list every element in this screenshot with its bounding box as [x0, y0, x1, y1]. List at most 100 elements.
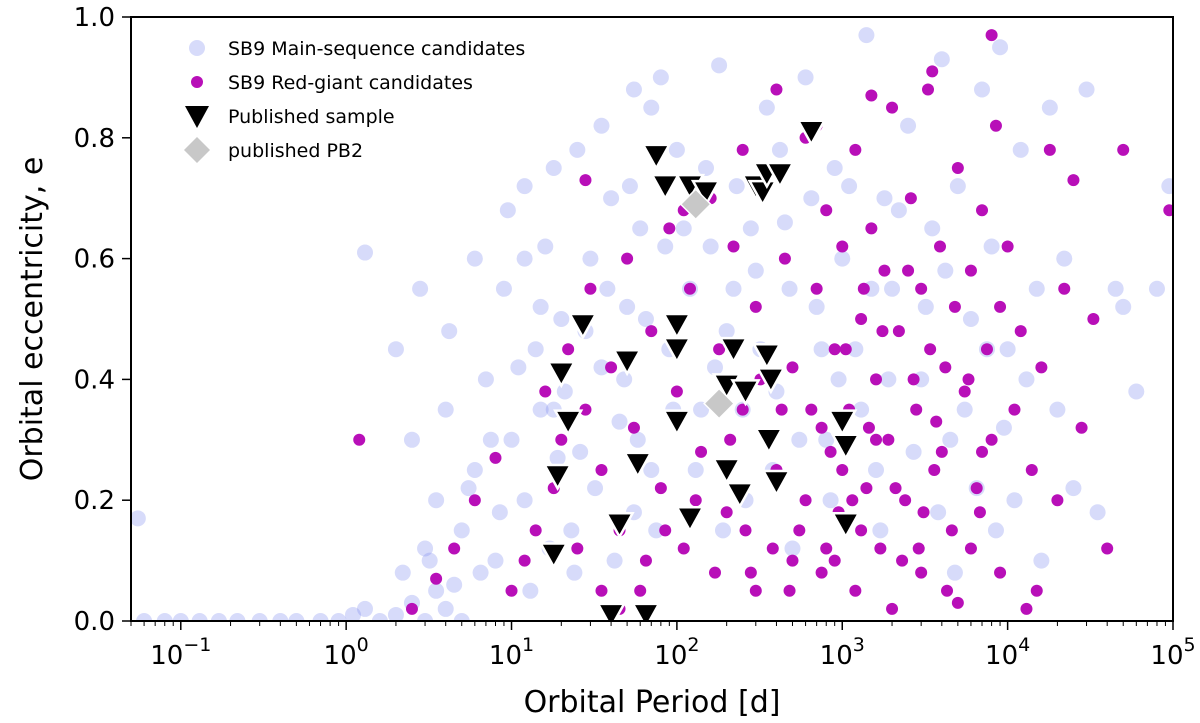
series-0-point	[417, 540, 434, 557]
series-0-point	[131, 510, 146, 527]
series-1-point	[724, 433, 737, 446]
series-1-point	[766, 542, 779, 555]
series-2-point	[542, 463, 573, 491]
series-0-point	[272, 613, 289, 621]
series-0-point	[718, 323, 735, 340]
series-1-point	[973, 506, 986, 519]
series-1-point	[1020, 602, 1033, 615]
legend-marker	[185, 106, 209, 128]
series-1-point	[870, 373, 883, 386]
series-2-point	[751, 342, 782, 371]
series-1-point	[902, 264, 915, 277]
series-1-point	[874, 542, 887, 555]
series-1-point	[749, 300, 762, 313]
series-0-point	[394, 564, 411, 581]
series-2-point	[661, 312, 693, 340]
legend-marker	[191, 76, 203, 88]
series-1-point	[799, 494, 812, 507]
series-2-point	[755, 367, 786, 395]
series-0-point	[417, 613, 434, 621]
series-0-point	[758, 99, 775, 116]
series-0-point	[1161, 178, 1173, 195]
y-tick-label: 1.0	[74, 3, 115, 33]
series-2-point	[641, 143, 672, 171]
series-0-point	[1107, 280, 1124, 297]
series-0-point	[632, 220, 649, 237]
series-1-point	[539, 385, 552, 398]
series-1-point	[571, 542, 584, 555]
series-0-point	[693, 401, 710, 418]
series-0-point	[537, 238, 554, 255]
series-0-point	[876, 190, 893, 207]
series-0-point	[808, 298, 825, 315]
series-1-point	[970, 482, 983, 495]
series-0-point	[599, 280, 616, 297]
series-0-point	[830, 371, 847, 388]
series-1-point	[405, 602, 418, 615]
series-0-point	[387, 341, 404, 358]
x-tick-label: 100	[324, 634, 369, 671]
series-0-point	[572, 443, 589, 460]
series-0-point	[946, 564, 963, 581]
series-0-point	[566, 564, 583, 581]
x-tick-label: 104	[985, 634, 1030, 671]
series-0-point	[466, 250, 483, 267]
series-1-point	[1087, 313, 1100, 325]
series-1-point	[448, 542, 461, 555]
series-0-point	[847, 341, 864, 358]
series-0-point	[742, 220, 759, 237]
series-1-point	[670, 385, 683, 398]
series-1-point	[915, 566, 928, 579]
series-1-point	[505, 584, 518, 597]
series-1-point	[663, 222, 676, 235]
series-0-point	[949, 178, 966, 195]
series-0-point	[853, 401, 870, 418]
series-1-point	[958, 385, 971, 398]
series-1-point	[770, 83, 783, 96]
series-0-point	[446, 576, 463, 593]
series-1-point	[828, 343, 841, 356]
x-tick-label: 101	[489, 634, 534, 671]
series-1-point	[896, 554, 909, 567]
series-1-point	[805, 403, 818, 416]
series-0-point	[657, 238, 674, 255]
series-0-point	[933, 51, 950, 68]
series-1-point	[889, 482, 902, 495]
series-1-point	[605, 361, 618, 374]
series-0-point	[781, 280, 798, 297]
series-1-point	[839, 343, 852, 356]
series-1-point	[468, 494, 481, 507]
series-1-point	[744, 566, 757, 579]
series-1-point	[1014, 325, 1027, 338]
series-0-point	[725, 280, 742, 297]
series-1-point	[695, 445, 708, 458]
series-1-point	[654, 482, 667, 495]
series-1-point	[878, 264, 891, 277]
series-0-point	[643, 462, 660, 478]
y-tick-label: 0.4	[74, 365, 115, 395]
series-0-point	[1049, 401, 1066, 418]
series-1-point	[912, 542, 925, 555]
series-1-point	[1058, 282, 1071, 295]
series-2-point	[622, 451, 653, 479]
series-0-point	[813, 341, 830, 358]
series-0-point	[495, 280, 512, 297]
series-1-point	[892, 325, 905, 338]
y-tick-label: 0.8	[74, 124, 115, 154]
series-0-point	[428, 582, 445, 599]
series-0-point	[884, 280, 901, 297]
series-1-point	[849, 143, 862, 156]
series-2-point	[674, 506, 706, 534]
series-0-point	[803, 190, 820, 207]
series-0-point	[499, 202, 516, 219]
series-0-point	[872, 522, 889, 539]
series-1-point	[934, 240, 947, 253]
series-0-point	[643, 99, 660, 116]
series-1-point	[727, 240, 740, 253]
series-2-point	[595, 602, 627, 621]
series-0-point	[516, 250, 533, 267]
series-2-point	[753, 427, 785, 455]
series-0-point	[556, 383, 573, 400]
legend-marker	[189, 40, 205, 56]
